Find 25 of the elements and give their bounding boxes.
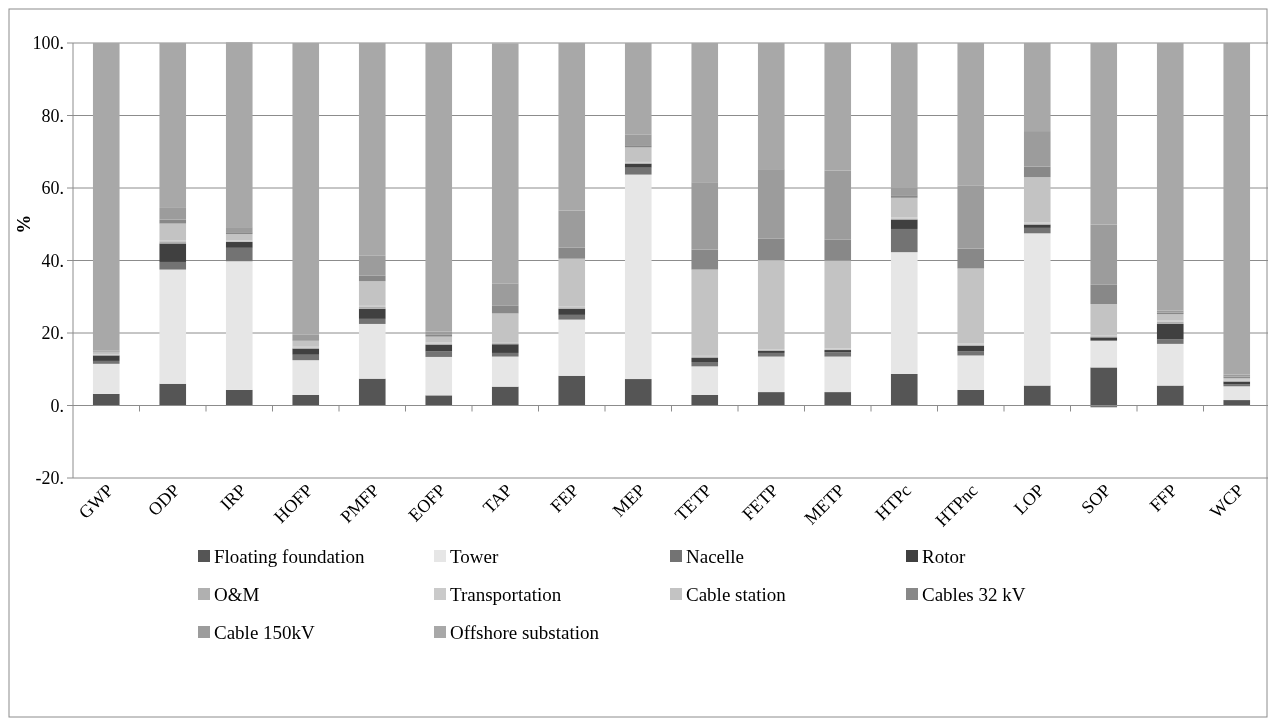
y-tick-label: -20.: [35, 468, 64, 489]
legend-label: Rotor: [922, 545, 966, 567]
x-tick-label: FEP: [546, 480, 583, 517]
x-tick-label: FFP: [1145, 480, 1182, 516]
y-tick-label: 60.: [41, 178, 64, 199]
legend-label: Nacelle: [686, 545, 745, 567]
x-tick-label: LOP: [1009, 480, 1049, 519]
y-axis-title: %: [13, 214, 34, 234]
x-tick-label: IRP: [216, 480, 251, 515]
legend-label: O&M: [214, 583, 260, 605]
x-tick-label: TAP: [478, 480, 517, 518]
legend-label: Tower: [450, 545, 499, 567]
x-tick-label: ODP: [143, 480, 184, 520]
legend-label: Offshore substation: [450, 621, 600, 643]
y-tick-label: 80.: [41, 105, 64, 126]
legend-label: Floating foundation: [214, 545, 365, 567]
legend-label: Transportation: [450, 583, 562, 605]
legend-label: Cable 150kV: [214, 621, 316, 643]
legend-label: Cable station: [686, 583, 787, 605]
y-tick-label: 100.: [32, 33, 64, 54]
y-tick-label: 40.: [41, 250, 64, 271]
x-tick-label: SOP: [1077, 480, 1115, 518]
y-tick-label: 20.: [41, 323, 64, 344]
legend-label: Cables 32 kV: [922, 583, 1026, 605]
y-tick-label: 0.: [50, 395, 64, 416]
